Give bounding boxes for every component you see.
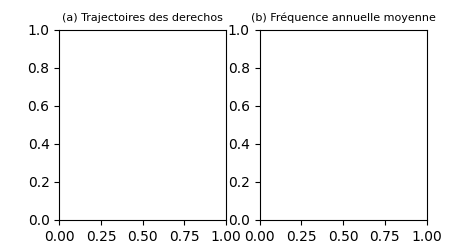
Title: (a) Trajectoires des derechos: (a) Trajectoires des derechos xyxy=(62,13,223,23)
Title: (b) Fréquence annuelle moyenne: (b) Fréquence annuelle moyenne xyxy=(251,13,436,23)
